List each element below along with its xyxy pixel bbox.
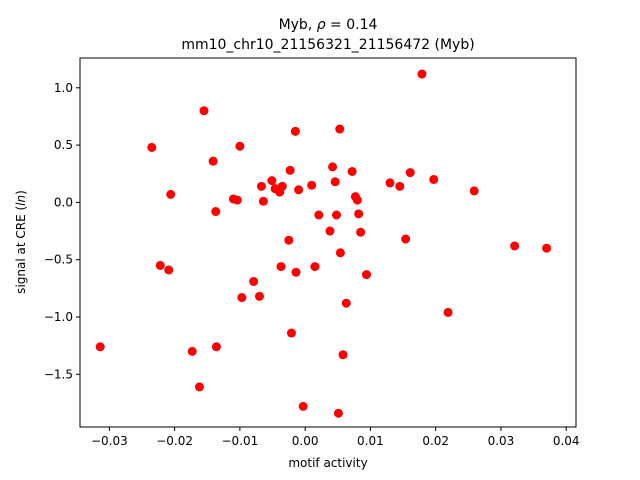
data-point-12 — [232, 195, 242, 205]
data-point-52 — [405, 168, 415, 178]
data-point-49 — [385, 178, 395, 188]
x-axis-label: motif activity — [288, 456, 367, 470]
data-point-37 — [331, 210, 341, 220]
y-tick-label: −0.5 — [44, 253, 73, 267]
chart-title: Myb, ρ = 0.14 — [279, 17, 378, 33]
y-tick-label: 1.0 — [54, 81, 73, 95]
data-point-32 — [310, 262, 320, 272]
data-point-10 — [211, 342, 221, 352]
x-tick-label: −0.03 — [91, 434, 128, 448]
data-point-28 — [291, 267, 301, 277]
data-point-35 — [328, 162, 338, 172]
data-point-45 — [352, 195, 362, 205]
y-tick-label: −1.5 — [44, 367, 73, 381]
x-axis: −0.03 −0.02 −0.01 0.00 0.01 0.02 0.03 0.04 — [91, 427, 580, 448]
x-tick-label: −0.02 — [156, 434, 193, 448]
data-point-55 — [443, 307, 453, 317]
data-point-30 — [298, 401, 308, 411]
data-point-26 — [286, 328, 296, 338]
data-point-4 — [166, 189, 176, 199]
y-axis: −1.5 −1.0 −0.5 0.0 0.5 1.0 — [44, 81, 80, 381]
data-point-43 — [347, 166, 357, 176]
y-tick-label: −1.0 — [44, 310, 73, 324]
y-axis-label: signal at CRE (ln) — [14, 190, 28, 294]
x-tick-label: −0.01 — [222, 434, 259, 448]
data-point-48 — [362, 270, 372, 280]
data-point-53 — [417, 69, 427, 79]
data-point-1 — [147, 142, 157, 152]
data-point-27 — [290, 126, 300, 136]
x-tick-label: 0.04 — [553, 434, 580, 448]
data-point-57 — [510, 241, 520, 251]
data-point-14 — [237, 293, 247, 303]
data-point-36 — [330, 177, 340, 187]
data-point-31 — [307, 180, 317, 190]
x-tick-label: 0.02 — [422, 434, 449, 448]
data-point-38 — [333, 408, 343, 418]
data-point-6 — [194, 382, 204, 392]
data-point-2 — [155, 260, 165, 270]
data-point-47 — [356, 227, 366, 237]
data-point-18 — [258, 196, 268, 206]
data-point-22 — [276, 262, 286, 272]
data-point-0 — [95, 342, 105, 352]
data-point-56 — [469, 186, 479, 196]
x-tick-label: 0.03 — [488, 434, 515, 448]
x-tick-label: 0.01 — [357, 434, 384, 448]
data-point-7 — [199, 106, 209, 116]
data-point-19 — [267, 176, 277, 186]
data-point-54 — [429, 174, 439, 184]
data-point-41 — [338, 350, 348, 360]
data-point-8 — [208, 156, 218, 166]
data-point-25 — [285, 165, 295, 175]
data-point-51 — [401, 234, 411, 244]
data-point-9 — [211, 207, 221, 217]
data-point-34 — [325, 226, 335, 236]
x-tick-label: 0.00 — [292, 434, 319, 448]
data-point-13 — [235, 141, 245, 151]
data-point-23 — [277, 181, 287, 191]
data-point-16 — [254, 291, 264, 301]
data-point-29 — [294, 185, 304, 195]
y-tick-label: 0.0 — [54, 195, 73, 209]
data-point-33 — [314, 210, 324, 220]
data-point-15 — [249, 276, 259, 286]
chart-subtitle: mm10_chr10_21156321_21156472 (Myb) — [181, 37, 474, 53]
data-point-3 — [164, 265, 174, 275]
data-points — [95, 69, 552, 418]
data-point-42 — [341, 298, 351, 308]
data-point-24 — [284, 235, 294, 245]
data-point-40 — [335, 248, 345, 258]
data-point-50 — [395, 181, 405, 191]
data-point-5 — [187, 346, 197, 356]
plot-frame — [79, 57, 577, 428]
data-point-17 — [256, 181, 266, 191]
data-point-58 — [542, 243, 552, 253]
y-tick-label: 0.5 — [54, 138, 73, 152]
data-point-46 — [354, 209, 364, 219]
data-point-39 — [335, 124, 345, 134]
